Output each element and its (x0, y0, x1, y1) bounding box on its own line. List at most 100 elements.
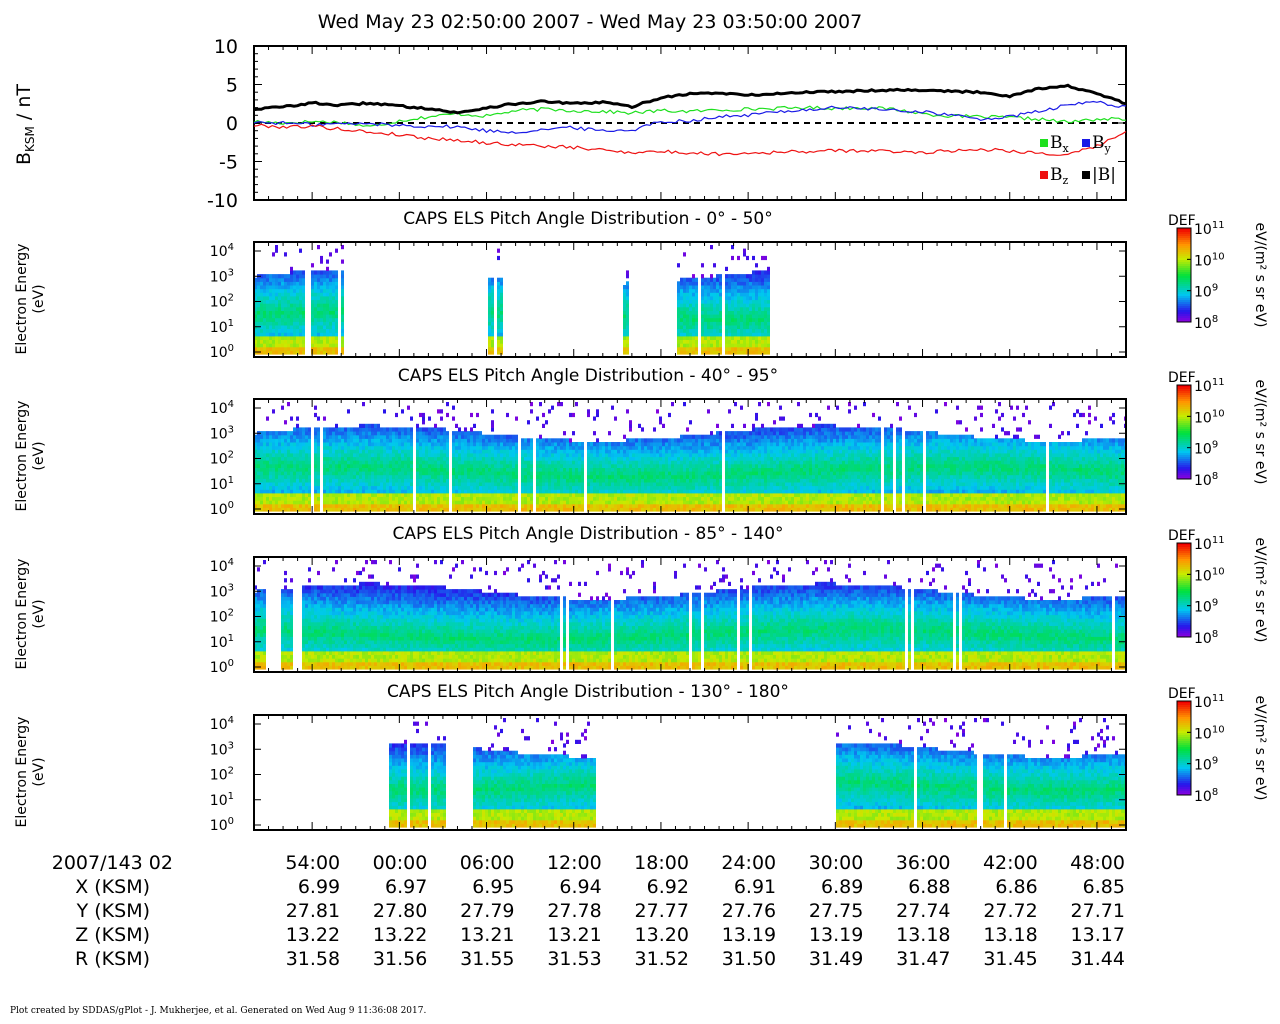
spectrogram-cell (491, 288, 494, 293)
spectrogram-cell (269, 489, 272, 494)
spectrogram-cell (491, 492, 494, 497)
spectrogram-cell (500, 314, 503, 319)
spectrogram-cell (440, 467, 443, 472)
spectrogram-cell (440, 481, 443, 487)
colorbar-cell (1177, 300, 1191, 303)
spectrogram-cell (560, 452, 563, 458)
spectrogram-cell (326, 350, 329, 355)
spectrogram-cell (617, 500, 620, 505)
spectrogram-cell (323, 434, 326, 439)
spectrogram-cell (746, 343, 749, 348)
spectrogram-cell (332, 335, 335, 340)
spectrogram-cell (686, 332, 689, 337)
spectrogram-cell (638, 481, 641, 487)
spectrogram-cell (284, 445, 287, 450)
spectrogram-cell (302, 445, 305, 450)
spectrogram-cell (701, 303, 704, 308)
spectrogram-cell (596, 485, 599, 490)
spectrogram-cell (302, 478, 305, 483)
spectrogram-cell (317, 285, 320, 290)
spectrogram-cell (632, 449, 635, 454)
spectrogram-cell (299, 427, 302, 432)
spectrogram-cell (383, 485, 386, 490)
spectrogram-cell (278, 442, 281, 447)
spectrogram-cell (431, 467, 434, 472)
spectrogram-cell (608, 507, 611, 512)
spectrogram-cell (581, 471, 584, 476)
spectrogram-cell (530, 500, 533, 505)
spectrogram-cell (599, 456, 602, 461)
spectrogram-cell (611, 481, 614, 487)
spectrogram-cell (680, 503, 683, 508)
spectrogram-cell (461, 456, 464, 461)
spectrogram-cell (647, 496, 650, 501)
spectrogram-cell (494, 438, 497, 443)
spectrogram-cell (422, 507, 425, 512)
spectrogram-cell (563, 452, 566, 458)
spectrogram-cell (401, 427, 404, 432)
spectrogram-cell (458, 500, 461, 505)
spectrogram-cell (263, 277, 266, 282)
spectrogram-cell (419, 412, 422, 418)
spectrogram-cell (659, 416, 662, 421)
spectrogram-cell (329, 317, 332, 322)
spectrogram-cell (308, 445, 311, 450)
spectrogram-cell (611, 463, 614, 468)
spectrogram-cell (365, 492, 368, 497)
spectrogram-cell (440, 427, 443, 432)
spectrogram-cell (461, 503, 464, 508)
spectrogram-cell (278, 339, 281, 344)
spectrogram-cell (263, 492, 266, 497)
spectrogram-cell (368, 485, 371, 490)
spectrogram-cell (335, 438, 338, 443)
spectrogram-cell (737, 277, 740, 282)
spectrogram-cell (401, 507, 404, 512)
spectrogram-cell (395, 412, 398, 418)
spectrogram-cell (680, 485, 683, 490)
spectrogram-cell (368, 442, 371, 447)
spectrogram-cell (488, 292, 491, 297)
spectrogram-cell (326, 442, 329, 447)
spectrogram-cell (590, 460, 593, 465)
spectrogram-cell (341, 445, 344, 450)
spectrogram-cell (740, 306, 743, 311)
spectrogram-cell (266, 434, 269, 439)
spectrogram-cell (317, 460, 320, 465)
spectrogram-cell (398, 445, 401, 450)
spectrogram-cell (263, 442, 266, 447)
spectrogram-cell (626, 471, 629, 476)
spectrogram-cell (494, 500, 497, 505)
spectrogram-cell (758, 343, 761, 348)
spectrogram-cell (395, 445, 398, 450)
spectrogram-cell (398, 467, 401, 472)
spectrogram-cell (605, 471, 608, 476)
spectrogram-cell (359, 471, 362, 476)
spectrogram-cell (482, 449, 485, 454)
spectrogram-cell (323, 339, 326, 344)
spectrogram-cell (416, 431, 419, 436)
spectrogram-cell (434, 452, 437, 458)
spectrogram-cell (470, 434, 473, 439)
spectrogram-cell (404, 507, 407, 512)
spectrogram-cell (311, 317, 314, 322)
spectrogram-cell (734, 288, 737, 293)
spectrogram-cell (692, 317, 695, 322)
spectrogram-cell (488, 346, 491, 351)
spectrogram-cell (473, 500, 476, 505)
spectrogram-cell (368, 481, 371, 487)
spectrogram-cell (563, 445, 566, 450)
spectrogram-cell (494, 452, 497, 458)
spectrogram-cell (329, 339, 332, 344)
spectrogram-cell (629, 492, 632, 497)
spectrogram-cell (341, 299, 344, 304)
spectrogram-cell (263, 314, 266, 319)
spectrogram-cell (254, 321, 257, 326)
spectrogram-cell (356, 489, 359, 494)
spectrogram-cell (596, 507, 599, 512)
spectrogram-cell (695, 292, 698, 297)
spectrogram-cell (701, 442, 704, 447)
spectrogram-cell (377, 463, 380, 468)
spectrogram-cell (512, 471, 515, 476)
spectrogram-cell (296, 270, 299, 275)
spectrogram-cell (593, 481, 596, 487)
